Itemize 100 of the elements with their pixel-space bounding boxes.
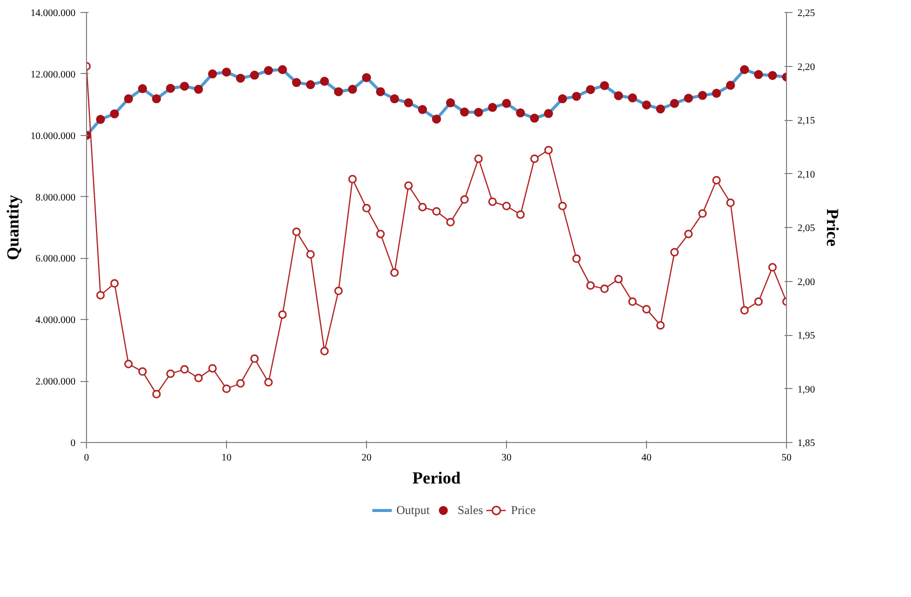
point (656, 321, 665, 330)
point (418, 202, 427, 212)
y-tick-label: 0 (70, 438, 76, 449)
point (404, 181, 413, 190)
point (642, 100, 651, 110)
point (698, 90, 707, 100)
point (572, 254, 581, 263)
point (502, 98, 511, 108)
point (600, 284, 609, 294)
point (432, 114, 441, 124)
point (348, 174, 357, 184)
point (586, 85, 595, 94)
point (768, 263, 777, 272)
point (306, 80, 315, 90)
point (684, 230, 693, 238)
point (530, 154, 539, 163)
point (488, 197, 497, 206)
point (236, 74, 245, 83)
point (614, 91, 623, 100)
y-axis-title: Quantity (4, 194, 22, 260)
x-tick-label: 20 (362, 452, 372, 464)
point (516, 210, 525, 219)
point (180, 82, 189, 91)
point (628, 93, 637, 102)
point (334, 286, 343, 296)
point (460, 108, 469, 117)
x-axis-title: Period (412, 468, 462, 488)
y-tick-label: 10.000.000 (30, 130, 76, 142)
point (390, 94, 399, 104)
point (166, 84, 175, 93)
y2-tick-label: 2,00 (798, 276, 815, 288)
point (264, 378, 273, 387)
point (222, 68, 231, 77)
point (488, 102, 497, 112)
point (250, 354, 259, 363)
point (572, 92, 581, 101)
y-tick-label: 12.000.000 (30, 69, 76, 80)
point (376, 87, 385, 96)
point (320, 76, 329, 86)
point (362, 73, 371, 82)
point (712, 176, 721, 184)
point (726, 80, 735, 90)
y-tick-label: 14.000.000 (30, 8, 76, 19)
x-tick-label: 0 (84, 452, 89, 464)
point (558, 94, 567, 104)
point (278, 65, 287, 74)
point (446, 218, 455, 226)
x-tick-label: 50 (782, 452, 792, 464)
point (166, 369, 175, 378)
point (432, 207, 441, 216)
point (124, 360, 133, 368)
x-tick-label: 10 (222, 452, 232, 464)
point (138, 367, 147, 376)
point (194, 374, 203, 382)
point (460, 195, 469, 204)
point (320, 346, 329, 356)
point (670, 248, 679, 256)
point (292, 228, 301, 236)
point (376, 230, 385, 238)
legend-label: Price (511, 502, 536, 518)
y2-tick-label: 2,10 (798, 169, 815, 180)
point (684, 94, 693, 103)
y2-tick-label: 2,05 (798, 223, 815, 234)
point (544, 109, 553, 118)
y2-tick-label: 2,25 (798, 8, 815, 19)
y2-tick-label: 2,20 (798, 62, 815, 73)
point (516, 108, 525, 118)
y-tick-label: 8.000.000 (36, 192, 76, 204)
y2-tick-label: 1,90 (798, 384, 815, 396)
legend-label: Sales (458, 502, 484, 518)
point (292, 78, 301, 88)
point (152, 94, 161, 104)
point (614, 274, 623, 284)
y-tick-label: 2.000.000 (36, 376, 76, 388)
point (544, 146, 553, 154)
point (334, 87, 343, 96)
point (138, 84, 147, 94)
point (110, 109, 119, 118)
point (754, 297, 763, 306)
y2-tick-label: 1,85 (798, 438, 815, 449)
point (222, 384, 231, 393)
point (712, 88, 721, 98)
point (404, 98, 413, 108)
point (180, 365, 189, 374)
y2-tick-label: 1,95 (798, 330, 815, 342)
y-tick-label: 4.000.000 (36, 315, 76, 326)
x-tick-label: 40 (642, 452, 652, 464)
point (726, 198, 735, 208)
point (670, 98, 679, 108)
point (754, 70, 763, 80)
point (530, 114, 539, 123)
point (474, 154, 483, 163)
point (194, 84, 203, 94)
point (110, 279, 119, 288)
point (362, 204, 371, 212)
point (250, 70, 259, 80)
point (236, 379, 245, 388)
point (740, 65, 749, 74)
legend-label: Output (396, 502, 430, 518)
point (306, 250, 315, 259)
